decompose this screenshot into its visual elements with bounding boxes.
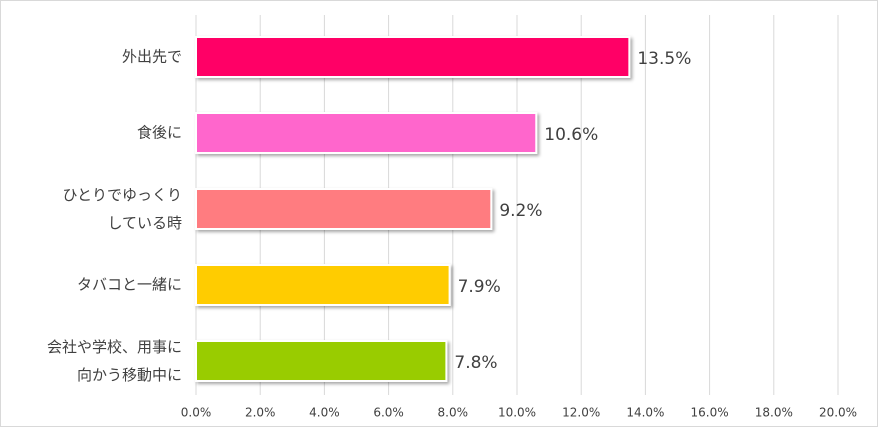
x-tick-label: 10.0%: [498, 406, 536, 420]
bar: [195, 188, 493, 230]
y-tick-label: 会社や学校、用事に向かう移動中に: [47, 338, 182, 384]
x-tick-label: 16.0%: [691, 406, 729, 420]
x-tick-label: 8.0%: [438, 406, 469, 420]
x-tick-label: 12.0%: [562, 406, 600, 420]
x-tick-label: 2.0%: [245, 406, 276, 420]
x-tick-label: 6.0%: [373, 406, 404, 420]
x-tick-label: 14.0%: [626, 406, 664, 420]
x-tick-label: 18.0%: [755, 406, 793, 420]
value-label: 13.5%: [637, 49, 691, 69]
value-label: 7.9%: [458, 277, 501, 297]
value-label: 9.2%: [499, 201, 542, 221]
x-tick-label: 4.0%: [309, 406, 340, 420]
x-tick-label: 0.0%: [181, 406, 212, 420]
bar: [195, 36, 631, 78]
y-tick-label: 外出先で: [122, 48, 182, 66]
bar: [195, 340, 448, 382]
value-label: 7.8%: [454, 353, 497, 373]
y-tick-label: ひとりでゆっくりしている時: [62, 186, 182, 232]
bar: [195, 112, 538, 154]
y-tick-label: 食後に: [137, 124, 182, 142]
y-tick-label: タバコと一緒に: [77, 276, 182, 294]
value-label: 10.6%: [544, 125, 598, 145]
bar: [195, 264, 451, 306]
x-tick-label: 20.0%: [819, 406, 857, 420]
